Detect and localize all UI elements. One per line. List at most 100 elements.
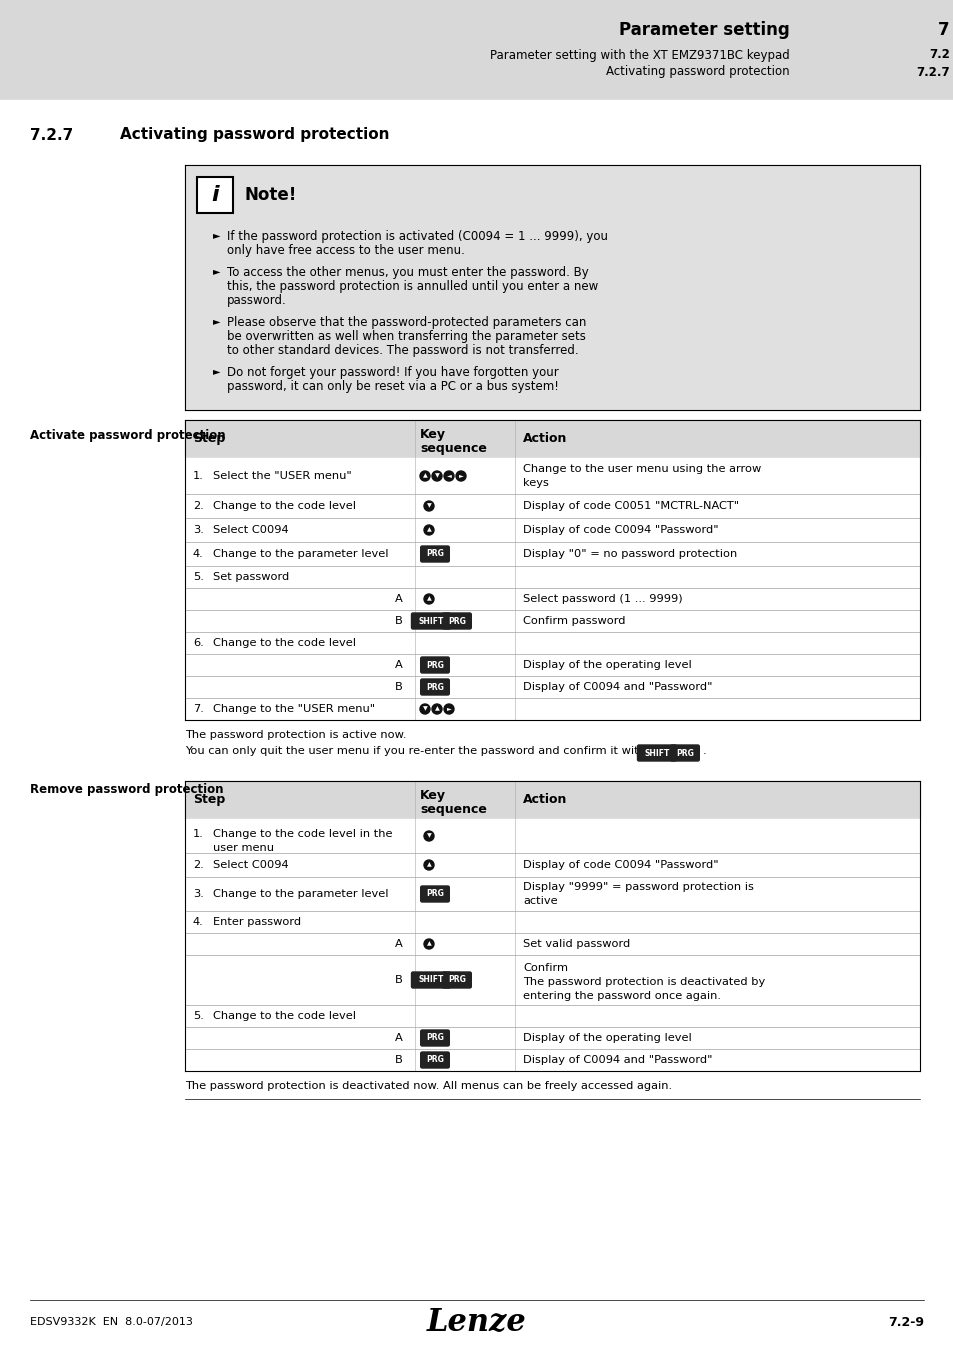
Text: .: . <box>702 747 706 756</box>
Text: Display of the operating level: Display of the operating level <box>522 660 691 670</box>
Text: ►: ► <box>446 706 451 711</box>
Text: 7.2.7: 7.2.7 <box>916 66 949 78</box>
Text: Parameter setting: Parameter setting <box>618 22 789 39</box>
Text: ▲: ▲ <box>422 474 427 478</box>
Text: user menu: user menu <box>213 842 274 853</box>
Text: ▲: ▲ <box>426 528 431 532</box>
FancyBboxPatch shape <box>637 745 676 761</box>
Text: B: B <box>395 1054 402 1065</box>
Text: Step: Step <box>193 792 225 806</box>
Text: 7.2-9: 7.2-9 <box>887 1315 923 1328</box>
Text: this, the password protection is annulled until you enter a new: this, the password protection is annulle… <box>227 279 598 293</box>
Text: Note!: Note! <box>245 186 297 204</box>
Text: Change to the code level: Change to the code level <box>213 1011 355 1021</box>
Text: Please observe that the password-protected parameters can: Please observe that the password-protect… <box>227 316 586 329</box>
Text: 1.: 1. <box>193 829 204 838</box>
Text: 7: 7 <box>938 22 949 39</box>
Text: Change to the parameter level: Change to the parameter level <box>213 890 388 899</box>
Text: Display of the operating level: Display of the operating level <box>522 1033 691 1044</box>
Text: Change to the code level in the: Change to the code level in the <box>213 829 392 838</box>
Text: SHIFT: SHIFT <box>643 748 669 757</box>
Circle shape <box>432 703 441 714</box>
Text: Change to the user menu using the arrow: Change to the user menu using the arrow <box>522 464 760 474</box>
Text: ►: ► <box>213 266 220 275</box>
FancyBboxPatch shape <box>420 657 449 674</box>
Text: sequence: sequence <box>419 441 486 455</box>
Text: 4.: 4. <box>193 549 204 559</box>
Text: 7.2.7: 7.2.7 <box>30 127 73 143</box>
Text: The password protection is deactivated by: The password protection is deactivated b… <box>522 977 764 987</box>
Text: The password protection is active now.: The password protection is active now. <box>185 730 406 740</box>
Text: Display of C0094 and "Password": Display of C0094 and "Password" <box>522 682 712 693</box>
Bar <box>185 420 919 458</box>
Text: ▼: ▼ <box>422 706 427 711</box>
Text: Activate password protection: Activate password protection <box>30 428 226 441</box>
Bar <box>0 100 953 1310</box>
FancyBboxPatch shape <box>420 545 449 562</box>
Text: If the password protection is activated (C0094 = 1 ... 9999), you: If the password protection is activated … <box>227 230 607 243</box>
Bar <box>185 494 919 518</box>
Text: PRG: PRG <box>426 1056 443 1065</box>
Text: B: B <box>395 616 402 626</box>
Text: Activating password protection: Activating password protection <box>606 66 789 78</box>
Bar <box>196 177 233 213</box>
Text: active: active <box>522 896 558 906</box>
Text: ►: ► <box>213 230 220 240</box>
Text: Remove password protection: Remove password protection <box>30 783 223 795</box>
Text: i: i <box>211 185 218 205</box>
FancyBboxPatch shape <box>420 1052 449 1068</box>
Text: Change to the parameter level: Change to the parameter level <box>213 549 388 559</box>
Text: entering the password once again.: entering the password once again. <box>522 991 720 1000</box>
FancyBboxPatch shape <box>420 1030 449 1046</box>
Text: be overwritten as well when transferring the parameter sets: be overwritten as well when transferring… <box>227 329 585 343</box>
Text: ▲: ▲ <box>426 941 431 946</box>
Circle shape <box>423 594 434 603</box>
Text: ►: ► <box>213 316 220 325</box>
Text: sequence: sequence <box>419 803 486 815</box>
Circle shape <box>423 501 434 512</box>
Text: Key: Key <box>419 788 446 802</box>
Text: password, it can only be reset via a PC or a bus system!: password, it can only be reset via a PC … <box>227 379 558 393</box>
Bar <box>0 0 953 100</box>
Text: ▲: ▲ <box>426 597 431 602</box>
FancyBboxPatch shape <box>420 679 449 695</box>
Text: SHIFT: SHIFT <box>417 617 443 625</box>
Text: password.: password. <box>227 294 287 306</box>
Text: ▼: ▼ <box>426 833 431 838</box>
Bar <box>185 878 919 911</box>
Bar <box>185 933 919 954</box>
Bar <box>185 1004 919 1027</box>
Bar <box>185 954 919 1004</box>
Circle shape <box>423 860 434 869</box>
Text: B: B <box>395 975 402 985</box>
Circle shape <box>423 940 434 949</box>
Bar <box>185 653 919 676</box>
Text: ▼: ▼ <box>426 504 431 509</box>
Text: To access the other menus, you must enter the password. By: To access the other menus, you must ente… <box>227 266 588 279</box>
Text: Lenze: Lenze <box>427 1307 526 1338</box>
Text: Select password (1 ... 9999): Select password (1 ... 9999) <box>522 594 682 603</box>
Circle shape <box>456 471 465 481</box>
Text: 2.: 2. <box>193 860 204 869</box>
Text: Enter password: Enter password <box>213 917 301 927</box>
Text: 4.: 4. <box>193 917 204 927</box>
Bar <box>0 1300 953 1350</box>
Text: ►: ► <box>458 474 463 478</box>
Text: Display of C0094 and "Password": Display of C0094 and "Password" <box>522 1054 712 1065</box>
Text: only have free access to the user menu.: only have free access to the user menu. <box>227 244 464 256</box>
FancyBboxPatch shape <box>411 972 450 988</box>
Text: Set password: Set password <box>213 572 289 582</box>
Text: Change to the code level: Change to the code level <box>213 501 355 512</box>
Text: PRG: PRG <box>426 683 443 691</box>
Text: Action: Action <box>522 432 567 446</box>
Text: Select C0094: Select C0094 <box>213 860 289 869</box>
Text: ▼: ▼ <box>435 474 439 478</box>
Text: A: A <box>395 1033 402 1044</box>
Bar <box>185 911 919 933</box>
Bar <box>185 1027 919 1049</box>
Text: 5.: 5. <box>193 1011 204 1021</box>
Text: Change to the "USER menu": Change to the "USER menu" <box>213 703 375 714</box>
Text: ◄: ◄ <box>446 474 451 478</box>
Text: ▲: ▲ <box>435 706 439 711</box>
FancyBboxPatch shape <box>411 613 450 629</box>
